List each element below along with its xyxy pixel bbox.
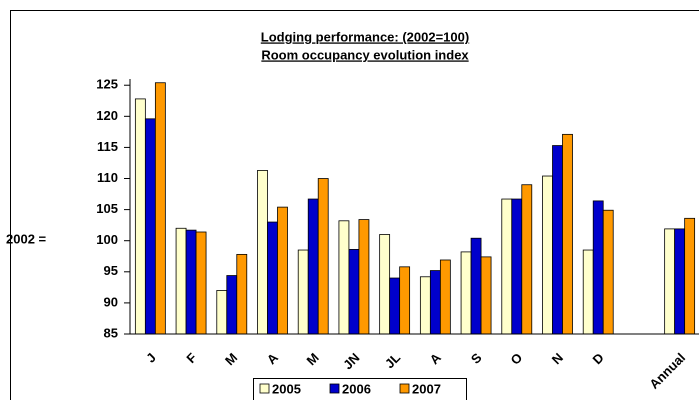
chart-subtitle: Room occupancy evolution index: [261, 47, 469, 62]
y-axis-label: 2002 =: [6, 231, 47, 246]
bar: [144, 118, 156, 335]
bar: [552, 145, 563, 335]
bar: [664, 228, 676, 335]
y-tick-label: 125: [96, 77, 118, 92]
bar: [134, 98, 146, 335]
bar: [267, 221, 278, 335]
y-tick-label: 90: [104, 294, 118, 309]
bar: [399, 266, 411, 335]
bar: [439, 259, 451, 335]
bar: [602, 209, 614, 335]
legend-label: 2006: [342, 381, 371, 396]
bar: [521, 184, 533, 335]
bar: [501, 198, 513, 335]
bar: [674, 228, 686, 335]
bar: [592, 200, 604, 335]
bar: [348, 249, 360, 335]
bar: [307, 198, 319, 335]
bar: [429, 270, 441, 335]
legend-label: 2007: [412, 381, 441, 396]
bar: [195, 231, 207, 335]
y-tick-label: 85: [104, 325, 118, 340]
bar: [277, 206, 288, 335]
legend-swatch: [259, 383, 270, 394]
chart-border: [10, 10, 699, 400]
bar: [460, 251, 472, 335]
y-tick-label: 120: [96, 108, 118, 123]
bar: [379, 234, 391, 335]
y-tick-label: 100: [96, 232, 118, 247]
y-tick-label: 95: [104, 263, 118, 278]
bar: [185, 229, 197, 335]
legend-swatch: [329, 383, 340, 394]
bar: [338, 220, 350, 335]
bar: [216, 290, 228, 335]
bar: [236, 253, 248, 335]
bar: [154, 82, 166, 335]
chart-title: Lodging performance: (2002=100): [261, 29, 469, 44]
bar: [297, 249, 309, 335]
bar: [562, 133, 573, 335]
bar: [470, 237, 482, 335]
bar: [389, 277, 401, 335]
bar: [175, 227, 187, 335]
bar: [358, 219, 370, 335]
legend-swatch: [399, 383, 410, 394]
bar: [511, 198, 523, 335]
legend-label: 2005: [272, 381, 301, 396]
bar: [582, 249, 594, 335]
bar: [226, 275, 238, 335]
bar: [419, 276, 431, 335]
y-tick-label: 110: [97, 170, 118, 185]
bar: [480, 256, 492, 335]
bar: [317, 178, 329, 335]
bar: [257, 170, 268, 335]
bar: [684, 217, 696, 335]
y-tick-label: 105: [96, 201, 118, 216]
bar: [542, 175, 553, 335]
legend-box: [253, 378, 467, 400]
y-tick-label: 115: [97, 139, 118, 154]
